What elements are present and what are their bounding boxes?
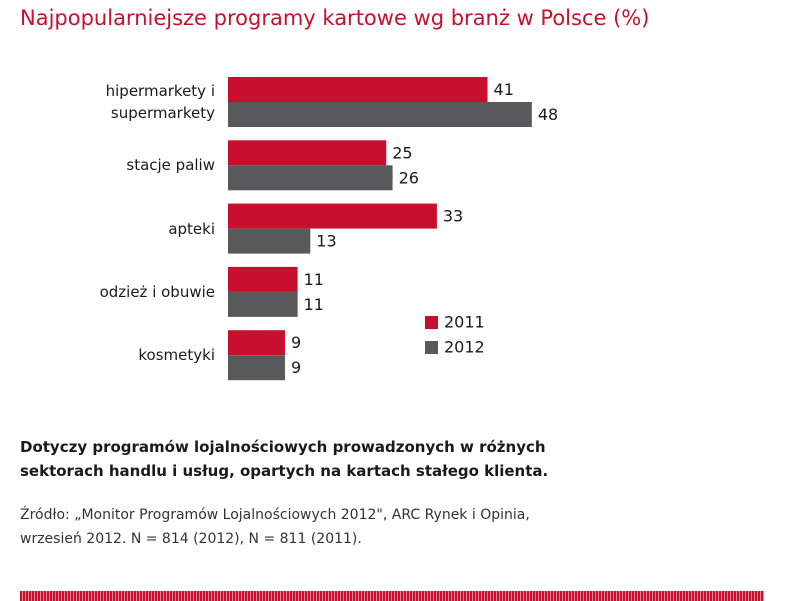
bar (228, 330, 285, 356)
legend-swatch (425, 341, 438, 354)
category-label: apteki (168, 219, 215, 238)
decorative-stripe (20, 591, 764, 601)
category-label: odzież i obuwie (99, 282, 215, 301)
value-label: 41 (494, 80, 514, 99)
bar (228, 102, 532, 127)
source-line: Źródło: „Monitor Programów Lojalnościowy… (20, 507, 530, 523)
value-label: 25 (392, 143, 412, 162)
value-label: 26 (399, 168, 419, 187)
category-label: kosmetyki (138, 346, 215, 365)
value-label: 13 (316, 232, 336, 251)
chart-title: Najpopularniejsze programy kartowe wg br… (20, 6, 650, 30)
bar (228, 355, 285, 381)
category-label: hipermarkety i supermarkety (105, 82, 215, 122)
legend-label: 2011 (444, 313, 485, 332)
bar (228, 228, 311, 254)
bar (228, 140, 387, 166)
bar (228, 266, 298, 292)
value-label: 9 (291, 333, 301, 352)
category-label: stacje paliw (126, 156, 215, 175)
value-label: 33 (443, 207, 463, 226)
value-label: 11 (304, 295, 324, 314)
bar (228, 77, 488, 102)
bar (228, 203, 437, 229)
note-line: sektorach handlu i usług, opartych na ka… (20, 462, 549, 480)
value-label: 48 (538, 105, 558, 124)
source-line: wrzesień 2012. N = 814 (2012), N = 811 (… (20, 531, 362, 547)
value-label: 11 (304, 270, 324, 289)
legend-label: 2012 (444, 338, 485, 357)
note-line: Dotyczy programów lojalnościowych prowad… (20, 438, 546, 456)
bar (228, 291, 298, 317)
legend-swatch (425, 316, 438, 329)
bar (228, 165, 393, 191)
value-label: 9 (291, 358, 301, 377)
